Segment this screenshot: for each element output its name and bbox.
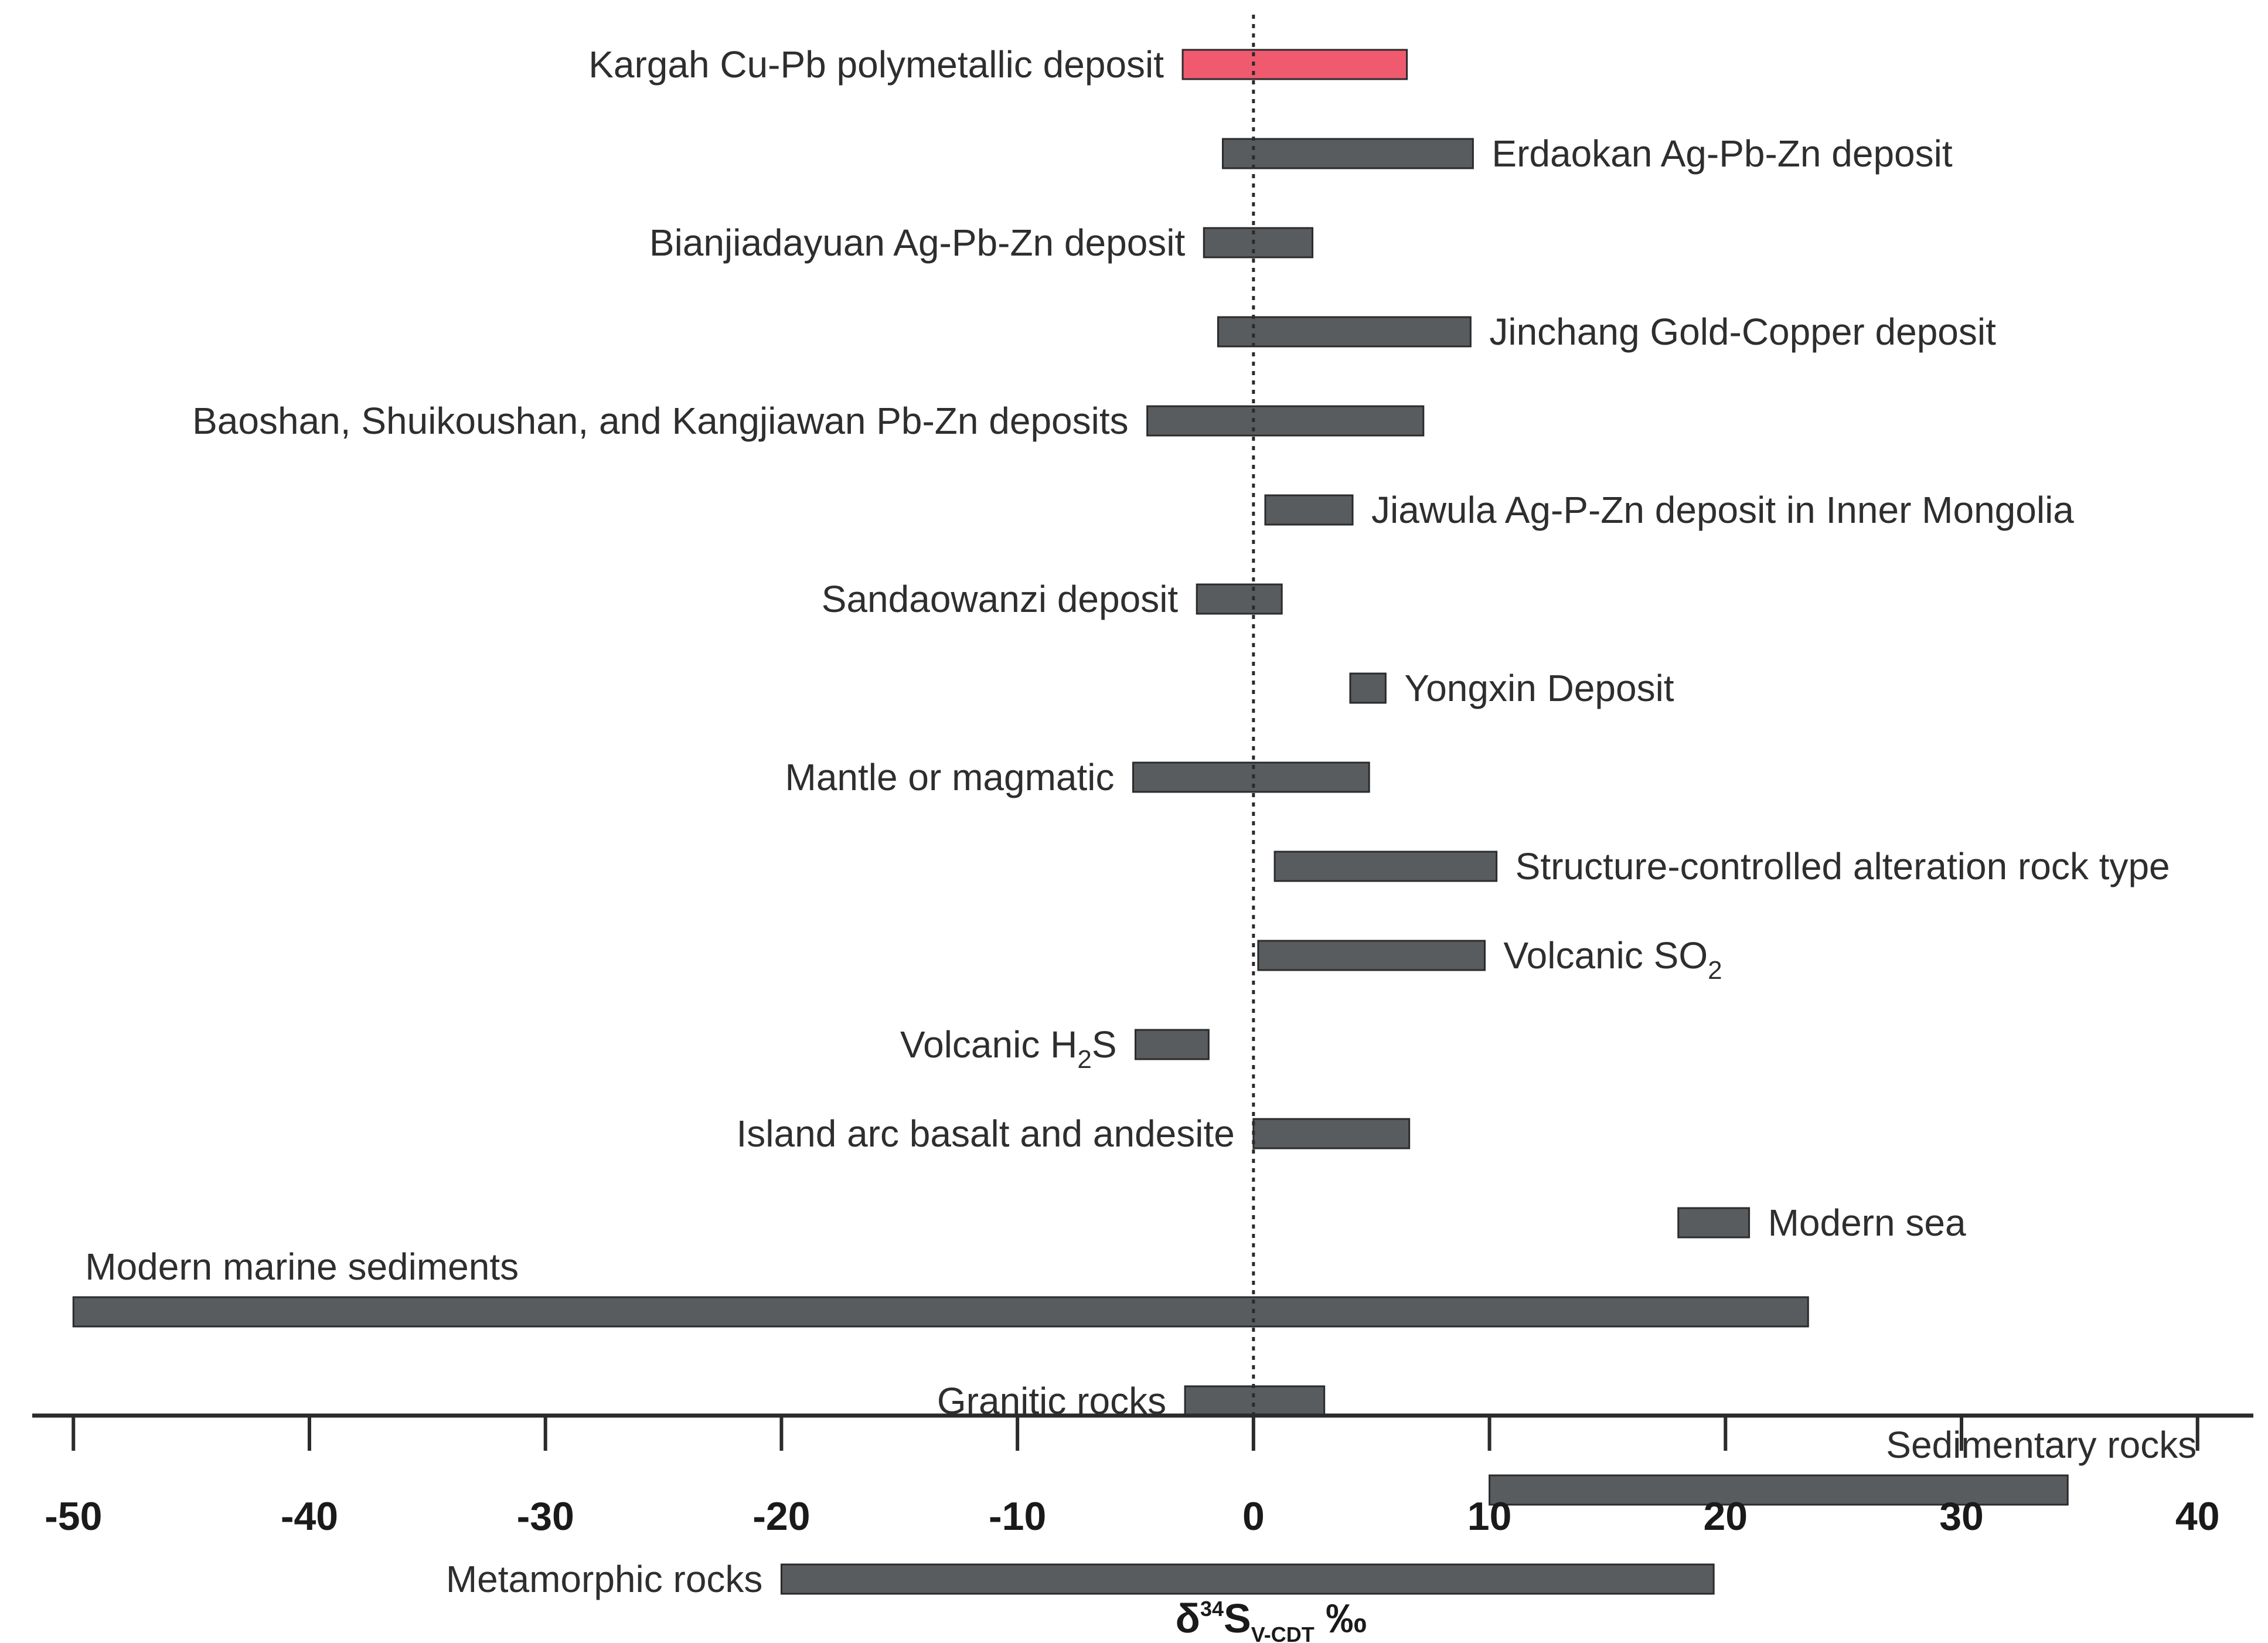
range-0-label-text: Kargah Cu-Pb polymetallic deposit — [588, 43, 1164, 86]
axis-title-sup: 34 — [1200, 1597, 1224, 1621]
x-axis: -50 -40 -30 -20 -10 0 10 20 30 40 — [32, 1413, 2253, 1539]
range-14-bar — [72, 1296, 1809, 1328]
range-8-label-text: Mantle or magmatic — [785, 756, 1115, 798]
range-10-label-text: Volcanic SO — [1504, 934, 1708, 977]
range-17-label: Metamorphic rocks — [446, 1558, 763, 1600]
range-16-bar — [1489, 1474, 2069, 1506]
range-2-bar — [1203, 227, 1314, 258]
range-17-bar — [780, 1563, 1715, 1595]
range-12-label: Island arc basalt and andesite — [737, 1113, 1235, 1155]
x-axis-title: δ34SV-CDT ‰ — [1176, 1596, 1367, 1643]
range-8-label: Mantle or magmatic — [785, 756, 1115, 798]
range-9-label: Structure-controlled alteration rock typ… — [1516, 845, 2170, 887]
range-2-label-text: Bianjiadayuan Ag-Pb-Zn deposit — [649, 222, 1186, 264]
range-1-bar — [1222, 138, 1474, 169]
range-9-label-text: Structure-controlled alteration rock typ… — [1516, 845, 2170, 887]
range-12-label-text: Island arc basalt and andesite — [737, 1113, 1235, 1155]
range-4-label: Baoshan, Shuikoushan, and Kangjiawan Pb-… — [192, 400, 1129, 442]
range-6-label-text: Sandaowanzi deposit — [822, 578, 1179, 620]
axis-title-sub: V-CDT — [1251, 1622, 1315, 1643]
range-3-bar — [1217, 316, 1472, 348]
x-tick-label-7: 20 — [1703, 1494, 1748, 1539]
range-13-label-text: Modern sea — [1768, 1202, 1966, 1244]
range-12-bar — [1252, 1118, 1411, 1149]
range-17-label-text: Metamorphic rocks — [446, 1558, 763, 1600]
range-0-label: Kargah Cu-Pb polymetallic deposit — [588, 43, 1164, 86]
range-15-bar — [1184, 1385, 1326, 1417]
range-10-label: Volcanic SO2 — [1504, 934, 1722, 985]
range-5-bar — [1264, 494, 1354, 526]
range-7-label: Yongxin Deposit — [1404, 667, 1674, 709]
axis-title-delta: δ — [1176, 1596, 1200, 1641]
range-bars — [72, 49, 2069, 1595]
range-6-bar — [1196, 583, 1283, 615]
range-13-bar — [1677, 1207, 1751, 1239]
range-3-label: Jinchang Gold-Copper deposit — [1489, 311, 1996, 353]
range-10-bar — [1257, 940, 1486, 971]
range-7-bar — [1349, 672, 1387, 704]
x-tick-label-9: 40 — [2175, 1494, 2220, 1539]
range-11-label-tail: S — [1092, 1023, 1117, 1066]
x-tick-label-5: 0 — [1242, 1494, 1265, 1539]
range-11-label-text: Volcanic H — [900, 1023, 1077, 1066]
range-4-label-text: Baoshan, Shuikoushan, and Kangjiawan Pb-… — [192, 400, 1129, 442]
range-11-label: Volcanic H2S — [900, 1023, 1117, 1074]
x-tick-label-0: -50 — [45, 1494, 102, 1539]
range-1-label: Erdaokan Ag-Pb-Zn deposit — [1491, 132, 1952, 175]
range-1-label-text: Erdaokan Ag-Pb-Zn deposit — [1491, 132, 1952, 175]
range-10-label-sub: 2 — [1708, 956, 1722, 985]
range-2-label: Bianjiadayuan Ag-Pb-Zn deposit — [649, 222, 1186, 264]
range-16-label: Sedimentary rocks — [1886, 1424, 2197, 1466]
range-labels: Kargah Cu-Pb polymetallic deposit Erdaoka… — [85, 43, 2197, 1600]
x-tick-label-4: -10 — [989, 1494, 1046, 1539]
range-14-label: Modern marine sediments — [85, 1246, 519, 1288]
range-11-bar — [1135, 1029, 1210, 1060]
range-6-label: Sandaowanzi deposit — [822, 578, 1179, 620]
range-16-label-text: Sedimentary rocks — [1886, 1424, 2197, 1466]
range-8-bar — [1132, 761, 1370, 793]
x-tick-label-6: 10 — [1467, 1494, 1512, 1539]
range-13-label: Modern sea — [1768, 1202, 1966, 1244]
range-0-bar — [1181, 49, 1408, 80]
axis-title-unit: ‰ — [1315, 1596, 1367, 1641]
x-tick-label-8: 30 — [1939, 1494, 1984, 1539]
range-14-label-text: Modern marine sediments — [85, 1246, 519, 1288]
x-tick-label-1: -40 — [281, 1494, 338, 1539]
range-5-label: Jiawula Ag-P-Zn deposit in Inner Mongoli… — [1371, 489, 2074, 531]
range-9-bar — [1273, 851, 1498, 882]
range-11-label-sub: 2 — [1077, 1045, 1091, 1074]
range-3-label-text: Jinchang Gold-Copper deposit — [1489, 311, 1996, 353]
axis-title-base: S — [1224, 1596, 1251, 1641]
x-tick-label-2: -30 — [517, 1494, 574, 1539]
range-4-bar — [1146, 405, 1425, 437]
x-tick-label-3: -20 — [752, 1494, 810, 1539]
range-5-label-text: Jiawula Ag-P-Zn deposit in Inner Mongoli… — [1371, 489, 2074, 531]
range-7-label-text: Yongxin Deposit — [1404, 667, 1674, 709]
